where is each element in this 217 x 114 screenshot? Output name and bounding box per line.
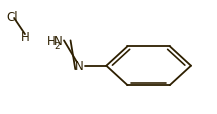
Text: 2: 2 xyxy=(54,42,60,51)
Text: N: N xyxy=(54,35,63,48)
Text: Cl: Cl xyxy=(6,11,18,24)
Text: N: N xyxy=(75,60,84,73)
Text: H: H xyxy=(47,35,55,48)
Text: H: H xyxy=(21,31,29,44)
